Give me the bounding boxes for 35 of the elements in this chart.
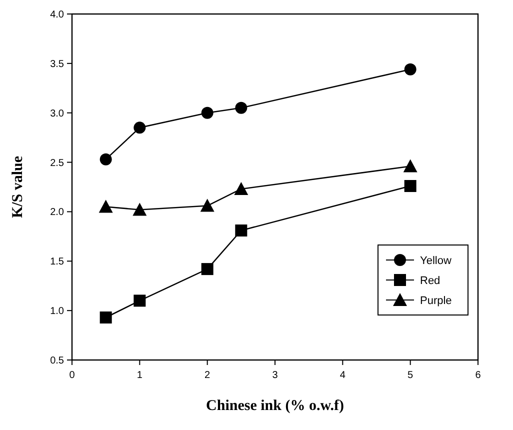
y-axis-title: K/S value bbox=[10, 156, 26, 218]
point bbox=[98, 200, 113, 213]
y-tick-label: 3.0 bbox=[50, 108, 64, 120]
legend-label: Red bbox=[420, 275, 440, 287]
y-tick-label: 1.0 bbox=[50, 306, 64, 318]
x-tick-label: 0 bbox=[69, 370, 76, 381]
point bbox=[134, 122, 146, 134]
y-tick-label: 0.5 bbox=[50, 356, 64, 366]
point bbox=[201, 263, 214, 276]
point bbox=[404, 63, 416, 76]
y-tick-label: 1.5 bbox=[50, 256, 64, 268]
point bbox=[134, 294, 146, 307]
y-tick-label: 2.0 bbox=[50, 207, 64, 218]
x-tick-label: 6 bbox=[475, 370, 482, 381]
point bbox=[235, 102, 248, 114]
x-tick-label: 4 bbox=[340, 370, 346, 381]
point bbox=[100, 153, 112, 166]
point bbox=[200, 198, 214, 212]
point bbox=[100, 311, 112, 324]
x-tick-label: 1 bbox=[136, 370, 143, 381]
point bbox=[132, 202, 147, 216]
x-tick-label: 3 bbox=[272, 370, 278, 381]
legend-label: Yellow bbox=[420, 255, 452, 267]
y-tick-label: 4.0 bbox=[50, 10, 64, 20]
x-tick-label: 2 bbox=[204, 370, 211, 381]
y-tick-label: 2.5 bbox=[50, 158, 64, 169]
x-tick-label: 5 bbox=[408, 370, 414, 381]
legend-label: Purple bbox=[420, 295, 452, 307]
point bbox=[403, 159, 418, 172]
point bbox=[234, 182, 248, 195]
y-tick-label: 3.5 bbox=[50, 58, 64, 70]
point bbox=[404, 180, 416, 192]
point bbox=[235, 224, 248, 236]
point bbox=[201, 106, 214, 119]
x-axis-title: Chinese ink (% o.w.f) bbox=[206, 398, 344, 414]
